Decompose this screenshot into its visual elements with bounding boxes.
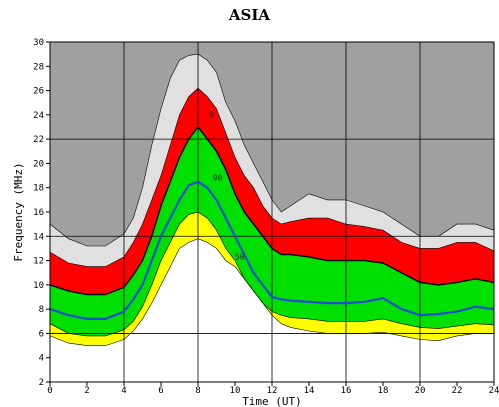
x-tick-label-20: 20: [415, 386, 426, 396]
y-tick-label-30: 30: [33, 38, 44, 48]
y-tick-label-6: 6: [39, 329, 44, 339]
y-tick-label-24: 24: [33, 111, 44, 121]
annotation-1: 90: [213, 173, 223, 182]
line-median: [49, 180, 495, 320]
y-axis-label: Frequency (MHz): [12, 162, 25, 261]
x-axis-label: Time (UT): [242, 395, 302, 407]
y-tick-label-16: 16: [33, 208, 44, 218]
x-tick-label-18: 18: [378, 386, 389, 396]
x-tick-label-12: 12: [267, 386, 278, 396]
y-tick-label-12: 12: [33, 257, 44, 267]
x-tick-label-8: 8: [195, 386, 200, 396]
line-lower_edge: [49, 238, 494, 346]
line-upper_edge: [49, 53, 495, 247]
y-tick-label-26: 26: [33, 87, 44, 97]
line-muf: [49, 125, 495, 296]
band-4: [50, 212, 494, 346]
y-tick-label-28: 28: [33, 62, 44, 72]
line-p90_lower: [49, 211, 495, 337]
band-1: [50, 54, 494, 267]
y-tick-label-18: 18: [33, 184, 44, 194]
chart-title: ASIA: [228, 6, 271, 24]
grid: [50, 42, 494, 382]
y-tick-label-2: 2: [39, 378, 44, 388]
x-tick-label-22: 22: [452, 386, 463, 396]
y-tick-label-20: 20: [33, 159, 44, 169]
x-tick-label-24: 24: [489, 386, 499, 396]
y-tick-label-10: 10: [33, 281, 44, 291]
y-tick-label-4: 4: [39, 354, 44, 364]
annotation-2: 50: [235, 252, 245, 261]
x-tick-label-16: 16: [341, 386, 352, 396]
x-tick-label-4: 4: [121, 386, 126, 396]
annotation-0: 0: [209, 110, 214, 119]
line-p10_upper: [49, 87, 495, 267]
annotations: 0 90 50: [209, 110, 245, 261]
x-axis-ticks: 0 2 4 6 8 10 12 14 16 18 20 22 24: [47, 382, 499, 396]
y-tick-label-22: 22: [33, 135, 44, 145]
x-tick-label-6: 6: [158, 386, 163, 396]
x-tick-label-10: 10: [230, 386, 241, 396]
y-tick-label-8: 8: [39, 305, 44, 315]
x-tick-label-2: 2: [84, 386, 89, 396]
band-3: [50, 127, 494, 336]
x-tick-label-0: 0: [47, 386, 52, 396]
band-2: [50, 88, 494, 295]
y-tick-label-14: 14: [33, 232, 44, 242]
band-lines: [49, 53, 495, 346]
x-tick-label-14: 14: [304, 386, 315, 396]
